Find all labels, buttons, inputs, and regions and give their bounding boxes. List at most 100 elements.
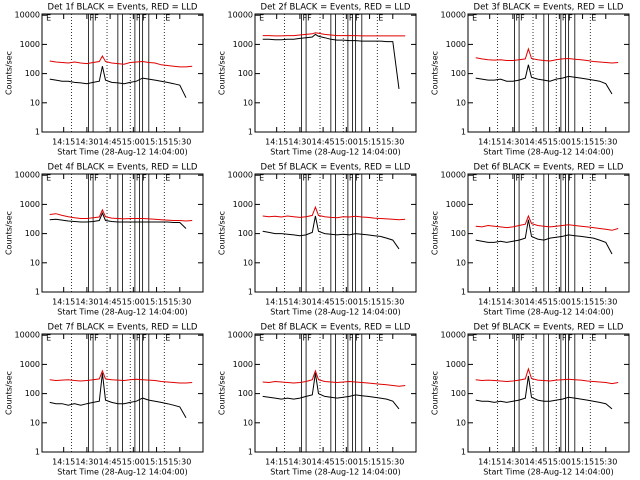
annotation: F <box>89 334 94 343</box>
y-tick-label: 10 <box>243 98 253 107</box>
annotation: F <box>355 334 360 343</box>
plot-frame <box>467 173 630 293</box>
annotation: F <box>520 14 525 23</box>
annotation: F <box>562 174 567 183</box>
x-tick-label: 14:45 <box>525 138 548 147</box>
data-line <box>49 211 187 229</box>
y-tick-label: 10000 <box>228 331 253 340</box>
x-tick-label: 14:30 <box>75 138 98 147</box>
x-tick-label: 14:30 <box>501 458 524 467</box>
annotation: F <box>89 174 94 183</box>
panel: Det 9f BLACK = Events, RED = LLD Start Ti… <box>431 323 630 477</box>
panel: Det 7f BLACK = Events, RED = LLD Start Ti… <box>5 323 204 477</box>
plot-frame <box>254 333 417 453</box>
annotation: E <box>378 174 383 183</box>
annotation: E <box>165 14 170 23</box>
chart-title: Det 9f BLACK = Events, RED = LLD <box>474 323 624 333</box>
chart-title: Det 3f BLACK = Events, RED = LLD <box>474 3 624 13</box>
annotation: F <box>142 334 147 343</box>
annotation: F <box>520 174 525 183</box>
x-tick-label: 15:30 <box>381 458 404 467</box>
annotation: F <box>568 14 573 23</box>
annotation: E <box>165 334 170 343</box>
y-tick-label: 100 <box>25 69 40 78</box>
x-tick-label: 14:15 <box>52 298 75 307</box>
y-tick-label: 1 <box>35 288 40 297</box>
y-axis-label: Counts/sec <box>5 211 14 255</box>
x-tick-label: 14:45 <box>312 298 335 307</box>
x-tick-label: 15:30 <box>381 298 404 307</box>
panel: Det 3f BLACK = Events, RED = LLD Start Ti… <box>431 3 630 157</box>
x-axis-label: Start Time (28-Aug-12 14:04:00) <box>483 468 614 477</box>
y-axis-label: Counts/sec <box>431 51 440 95</box>
y-tick-label: 100 <box>451 69 466 78</box>
panel: Det 2f BLACK = Events, RED = LLD Start Ti… <box>218 3 417 157</box>
data-line <box>49 208 193 222</box>
x-tick-label: 14:15 <box>52 458 75 467</box>
y-tick-label: 10 <box>30 418 40 427</box>
plot-frame <box>41 333 204 453</box>
y-tick-label: 1000 <box>446 200 466 209</box>
y-tick-label: 10 <box>456 258 466 267</box>
x-axis-label: Start Time (28-Aug-12 14:04:00) <box>270 148 401 157</box>
y-tick-label: 1 <box>461 448 466 457</box>
y-tick-label: 1 <box>248 288 253 297</box>
annotation: F <box>568 174 573 183</box>
y-tick-label: 10000 <box>15 331 40 340</box>
data-line <box>262 32 406 37</box>
y-axis-label: Counts/sec <box>218 51 227 95</box>
y-tick-label: 1000 <box>233 200 253 209</box>
plot-frame <box>41 173 204 293</box>
x-tick-label: 14:45 <box>525 458 548 467</box>
plot-frame <box>467 333 630 453</box>
x-tick-label: 15:30 <box>594 298 617 307</box>
y-tick-label: 10000 <box>15 171 40 180</box>
x-tick-label: 14:45 <box>99 298 122 307</box>
y-tick-label: 1 <box>461 288 466 297</box>
annotation: F <box>142 174 147 183</box>
x-tick-label: 15:15 <box>145 458 168 467</box>
annotation: E <box>46 174 51 183</box>
y-axis-label: Counts/sec <box>218 211 227 255</box>
y-axis-label: Counts/sec <box>431 371 440 415</box>
data-line <box>262 205 406 221</box>
x-tick-label: 15:30 <box>168 458 191 467</box>
annotation: E <box>472 334 477 343</box>
x-tick-label: 15:15 <box>571 298 594 307</box>
panel: Det 6f BLACK = Events, RED = LLD Start Ti… <box>431 163 630 317</box>
annotation: E <box>591 334 596 343</box>
x-tick-label: 15:15 <box>145 298 168 307</box>
chart-title: Det 7f BLACK = Events, RED = LLD <box>48 323 198 333</box>
x-tick-label: 15:15 <box>358 138 381 147</box>
x-tick-label: 15:15 <box>358 458 381 467</box>
y-tick-label: 100 <box>238 229 253 238</box>
data-line <box>49 54 193 68</box>
x-tick-label: 14:30 <box>501 298 524 307</box>
annotation: E <box>378 334 383 343</box>
y-tick-label: 1 <box>461 128 466 137</box>
x-tick-label: 15:15 <box>571 138 594 147</box>
x-tick-label: 15:00 <box>548 458 571 467</box>
y-axis-label: Counts/sec <box>431 211 440 255</box>
data-line <box>475 375 613 410</box>
data-line <box>49 369 193 384</box>
y-tick-label: 1 <box>35 128 40 137</box>
data-line <box>49 66 187 98</box>
annotation: F <box>302 334 307 343</box>
y-tick-label: 10000 <box>228 11 253 20</box>
y-tick-label: 10 <box>243 258 253 267</box>
annotation: F <box>562 14 567 23</box>
x-axis-label: Start Time (28-Aug-12 14:04:00) <box>483 148 614 157</box>
chart-title: Det 1f BLACK = Events, RED = LLD <box>48 3 198 13</box>
annotation: F <box>515 334 520 343</box>
y-tick-label: 100 <box>25 229 40 238</box>
y-tick-label: 10000 <box>15 11 40 20</box>
y-tick-label: 100 <box>451 229 466 238</box>
x-axis-label: Start Time (28-Aug-12 14:04:00) <box>57 468 188 477</box>
x-tick-label: 14:15 <box>265 138 288 147</box>
annotation: F <box>302 14 307 23</box>
y-tick-label: 1000 <box>20 40 40 49</box>
x-tick-label: 14:30 <box>75 458 98 467</box>
annotation: E <box>165 174 170 183</box>
x-tick-label: 15:15 <box>358 298 381 307</box>
